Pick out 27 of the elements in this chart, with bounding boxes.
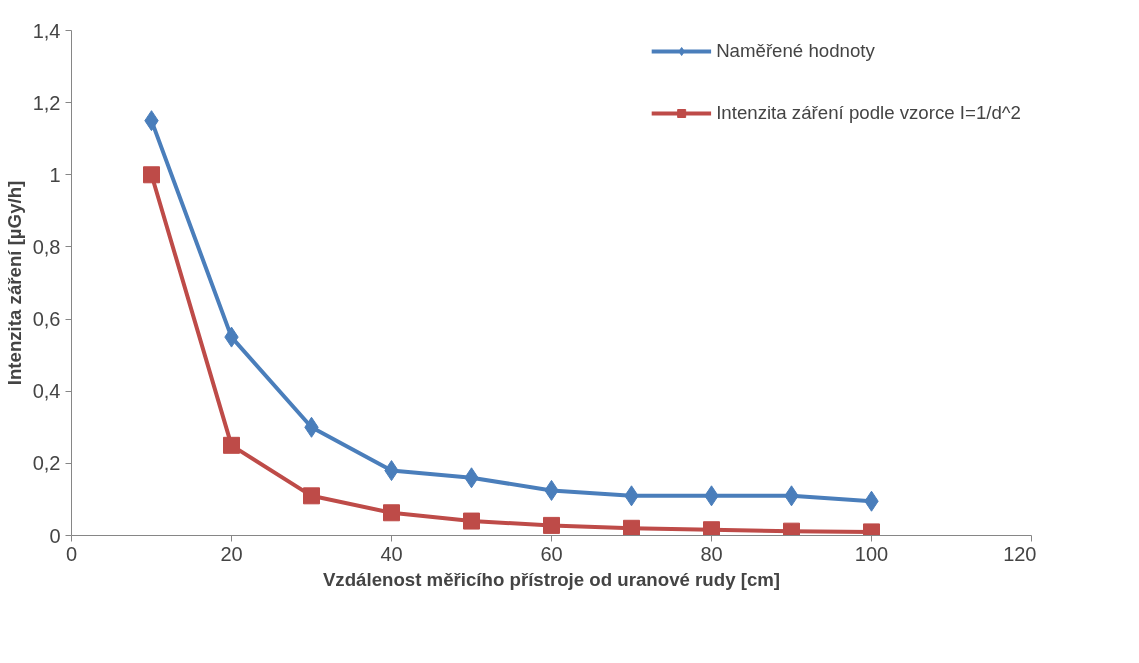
point xyxy=(223,436,240,454)
y-tick-label: 1 xyxy=(49,163,61,186)
y-axis-title: Intenzita záření [µGy/h] xyxy=(3,180,25,386)
point xyxy=(703,521,720,536)
y-tick-label: 0,6 xyxy=(32,308,61,331)
point xyxy=(303,487,320,505)
point xyxy=(383,504,400,522)
point xyxy=(623,519,640,536)
x-tick-label: 120 xyxy=(1003,542,1037,565)
legend-label: Naměřené hodnoty xyxy=(716,40,875,62)
x-tick-label: 20 xyxy=(220,542,243,565)
legend-label: Intenzita záření podle vzorce I=1/d^2 xyxy=(716,102,1021,124)
point xyxy=(463,512,480,530)
x-tick-label: 40 xyxy=(380,542,403,565)
y-tick-label: 1,2 xyxy=(32,91,61,114)
y-tick-label: 0,8 xyxy=(32,235,61,258)
x-tick-label: 60 xyxy=(540,542,563,565)
y-tick-label: 0,4 xyxy=(32,380,61,403)
y-tick-label: 0 xyxy=(49,524,61,547)
point xyxy=(143,166,160,184)
x-tick-label: 80 xyxy=(700,542,723,565)
x-axis-title: Vzdálenost měřicího přístroje od uranové rudy [cm] xyxy=(322,568,781,590)
x-tick-label: 100 xyxy=(854,542,889,565)
x-tick-label: 0 xyxy=(65,542,78,565)
y-tick-label: 0,2 xyxy=(32,452,61,475)
point xyxy=(543,516,560,534)
y-tick-label: 1,4 xyxy=(32,19,61,42)
